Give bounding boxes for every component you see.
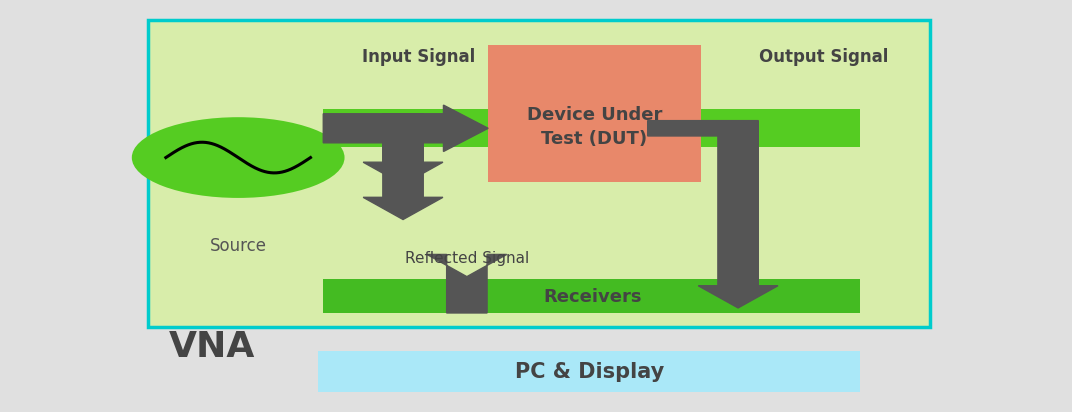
Polygon shape (647, 121, 778, 308)
Bar (318, 351, 861, 392)
Bar (324, 279, 861, 313)
Circle shape (132, 117, 344, 198)
Bar (488, 117, 541, 139)
Bar (148, 20, 929, 327)
Polygon shape (363, 114, 443, 185)
Text: Input Signal: Input Signal (362, 48, 476, 66)
Polygon shape (324, 105, 488, 152)
Bar (488, 44, 701, 182)
Text: VNA: VNA (169, 330, 255, 364)
Text: Reflected Signal: Reflected Signal (405, 251, 528, 266)
Bar (647, 109, 861, 147)
Text: PC & Display: PC & Display (515, 361, 664, 382)
Text: Output Signal: Output Signal (759, 48, 888, 66)
Bar (324, 109, 498, 147)
Polygon shape (427, 255, 507, 313)
Text: Device Under
Test (DUT): Device Under Test (DUT) (526, 106, 662, 148)
Polygon shape (363, 141, 443, 220)
Text: Receivers: Receivers (544, 288, 642, 306)
Bar (647, 117, 701, 139)
Text: Source: Source (210, 237, 267, 255)
